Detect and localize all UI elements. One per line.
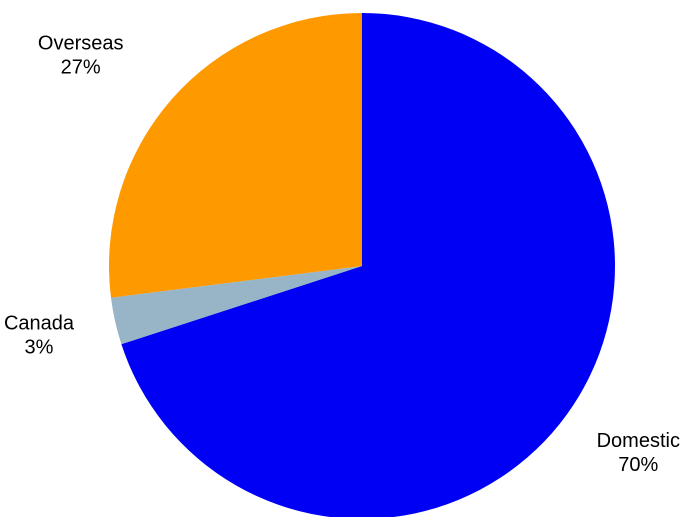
pie-label-name: Canada [4,312,75,334]
pie-label-percent: 70% [618,454,658,476]
pie-label-overseas: Overseas 27% [38,33,124,79]
pie-label-percent: 3% [25,336,54,358]
pie-slices [108,13,615,517]
pie-slice-overseas [108,13,362,298]
pie-slice-domestic [121,13,615,517]
pie-label-name: Domestic [597,430,680,452]
pie-slice-canada [110,266,363,345]
pie-label-domestic: Domestic 70% [597,430,680,476]
pie-label-canada: Canada 3% [4,312,75,358]
pie-label-percent: 27% [61,57,101,79]
pie-labels: Domestic 70% Canada 3% Overseas 27% [4,33,680,476]
pie-label-name: Overseas [38,33,124,55]
